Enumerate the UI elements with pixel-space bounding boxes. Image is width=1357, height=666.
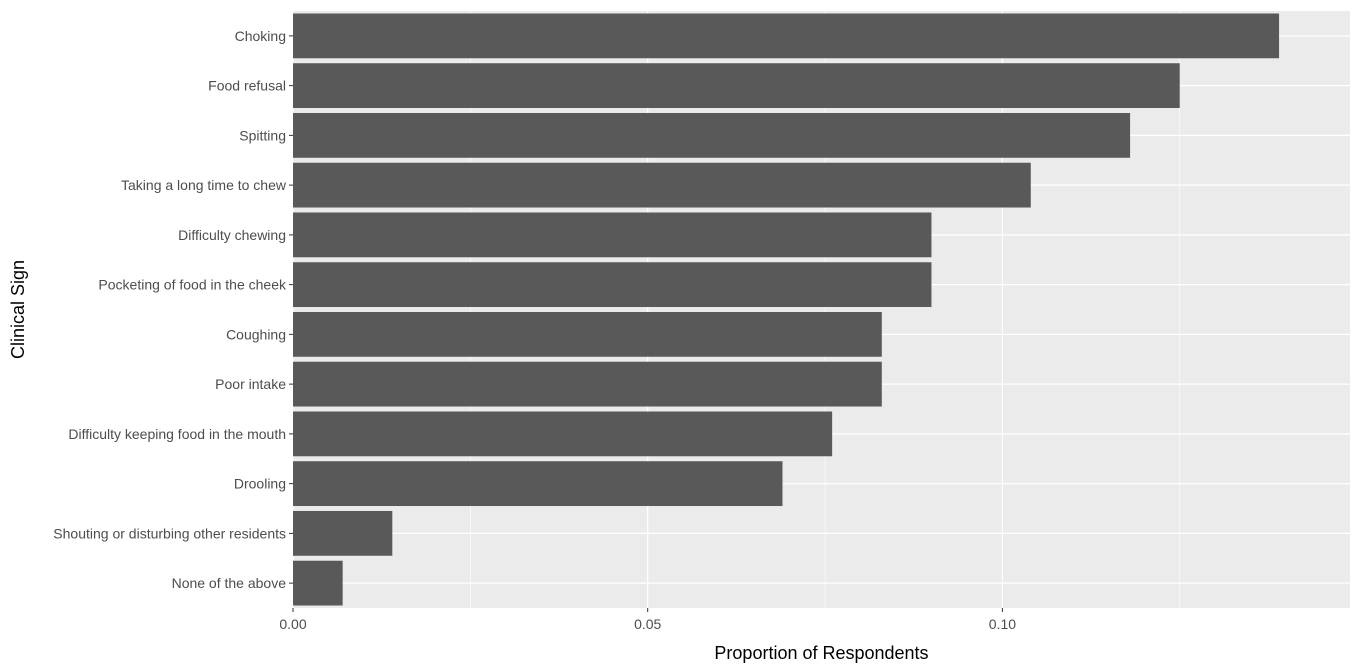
y-axis-title: Clinical Sign (8, 260, 28, 359)
y-tick-label: Shouting or disturbing other residents (53, 525, 286, 541)
bar (293, 112, 1131, 158)
y-tick-label: Coughing (226, 326, 286, 342)
y-tick-label: Drooling (234, 476, 286, 492)
plot-panel (293, 11, 1350, 608)
bar (293, 560, 343, 606)
y-tick-label: Choking (235, 28, 286, 44)
bar (293, 510, 393, 556)
bar (293, 411, 833, 457)
y-tick-label: Poor intake (215, 376, 286, 392)
y-tick-label: Spitting (239, 127, 286, 143)
x-axis-ticks: 0.00 0.05 0.10 (279, 608, 1016, 632)
x-tick-label: 0.10 (989, 616, 1016, 632)
y-tick-label: None of the above (172, 575, 287, 591)
bar (293, 262, 932, 308)
x-tick-label: 0.05 (634, 616, 661, 632)
bar (293, 461, 783, 507)
y-tick-label: Pocketing of food in the cheek (98, 277, 287, 293)
bar (293, 162, 1031, 208)
bar (293, 63, 1180, 109)
y-tick-label: Food refusal (208, 78, 286, 94)
bars (293, 13, 1280, 606)
y-tick-label: Difficulty keeping food in the mouth (68, 426, 286, 442)
bar (293, 13, 1280, 59)
x-axis-title: Proportion of Respondents (714, 643, 928, 663)
y-axis-ticks: Choking Food refusal Spitting Taking a long… (53, 28, 293, 591)
bar (293, 212, 932, 258)
x-tick-label: 0.00 (279, 616, 306, 632)
y-tick-label: Taking a long time to chew (121, 177, 287, 193)
bar (293, 311, 882, 357)
y-tick-label: Difficulty chewing (178, 227, 286, 243)
bar (293, 361, 882, 407)
